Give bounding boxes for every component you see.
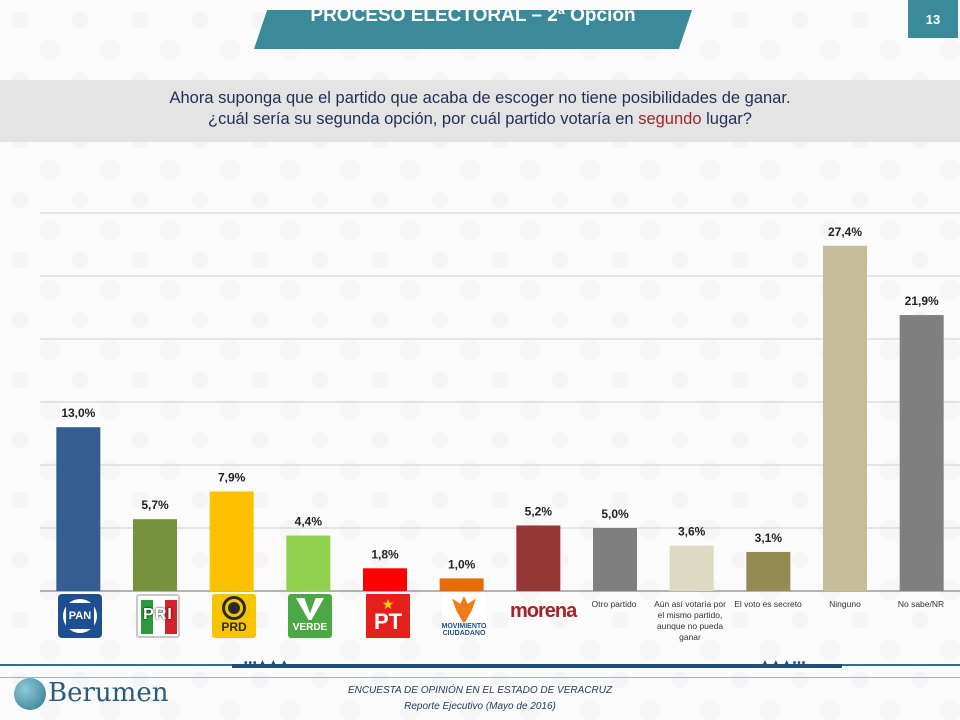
berumen-logo: Berumen	[12, 676, 172, 716]
question-line-2-pre: ¿cuál sería su segunda opción, por cuál …	[208, 110, 639, 128]
bar-4	[286, 535, 331, 591]
question-line-2-post: lugar?	[701, 110, 752, 128]
footer-rule	[0, 677, 960, 678]
question-line-1: Ahora suponga que el partido que acaba d…	[169, 89, 791, 107]
page-number: 13	[908, 0, 958, 38]
verde-logo-icon: VERDE	[288, 594, 332, 638]
pri-logo-icon: PRI	[136, 594, 180, 638]
bar-chart: 13,0% 5,7% 7,9% 4,4% 1,8% 1,0% 5,2% 5,0% 3,6% 3,1…	[40, 212, 960, 592]
prd-logo-icon: PRD	[212, 594, 256, 638]
data-label-8: 5,0%	[601, 507, 629, 521]
question-text: Ahora suponga que el partido que acaba d…	[0, 88, 960, 130]
data-label-12: 21,9%	[905, 294, 939, 308]
pan-logo-icon: PAN	[58, 594, 102, 638]
data-label-3: 7,9%	[218, 470, 246, 484]
brand-name: Berumen	[48, 678, 169, 708]
bar-1	[56, 427, 101, 591]
bar-7	[516, 525, 561, 591]
footer-ornament-left: •••▲▲▲	[244, 658, 291, 669]
data-label-1: 13,0%	[61, 406, 95, 420]
bar-10	[746, 551, 791, 591]
category-label-no-sabe: No sabe/NR	[897, 599, 945, 609]
footer-survey-title: ENCUESTA DE OPINIÓN EN EL ESTADO DE VERA…	[347, 685, 613, 696]
footer-ornament-right: ▲▲▲•••	[760, 658, 807, 669]
bar-12	[899, 315, 944, 591]
question-highlight: segundo	[638, 110, 702, 128]
data-label-10: 3,1%	[755, 531, 783, 545]
data-label-9: 3,6%	[678, 525, 706, 539]
bar-3	[209, 491, 254, 591]
globe-icon	[14, 678, 46, 710]
bar-8	[593, 528, 637, 591]
footer-divider-thick	[232, 664, 842, 668]
pt-logo-icon: ★ PT	[366, 594, 410, 638]
bar-9	[669, 545, 714, 591]
bar-6	[439, 578, 484, 591]
page-title: PROCESO ELECTORAL – 2ª Opción	[310, 10, 636, 26]
data-label-6: 1,0%	[448, 557, 476, 571]
footer-report-date: Reporte Ejecutivo (Mayo de 2016)	[404, 701, 556, 712]
question-band	[0, 80, 960, 142]
data-label-7: 5,2%	[525, 504, 553, 518]
morena-logo-icon: morena	[510, 600, 577, 622]
bar-5	[363, 568, 407, 591]
data-label-11: 27,4%	[828, 225, 862, 239]
movimiento-ciudadano-logo-icon: MOVIMIENTO CIUDADANO	[442, 594, 486, 638]
category-label-aun-asi: Aún así votaría por el mismo partido, au…	[654, 599, 726, 642]
bar-11	[823, 245, 867, 591]
data-label-2: 5,7%	[141, 498, 169, 512]
title-banner: PROCESO ELECTORAL – 2ª Opción	[254, 10, 692, 49]
bar-2	[133, 519, 177, 591]
data-label-5: 1,8%	[371, 547, 399, 561]
category-label-voto-secreto: El voto es secreto	[734, 599, 802, 609]
question-line-2: ¿cuál sería su segunda opción, por cuál …	[0, 109, 960, 130]
data-label-4: 4,4%	[295, 515, 323, 529]
category-label-ninguno: Ninguno	[829, 599, 861, 609]
category-label-otro: Otro partido	[591, 599, 637, 609]
